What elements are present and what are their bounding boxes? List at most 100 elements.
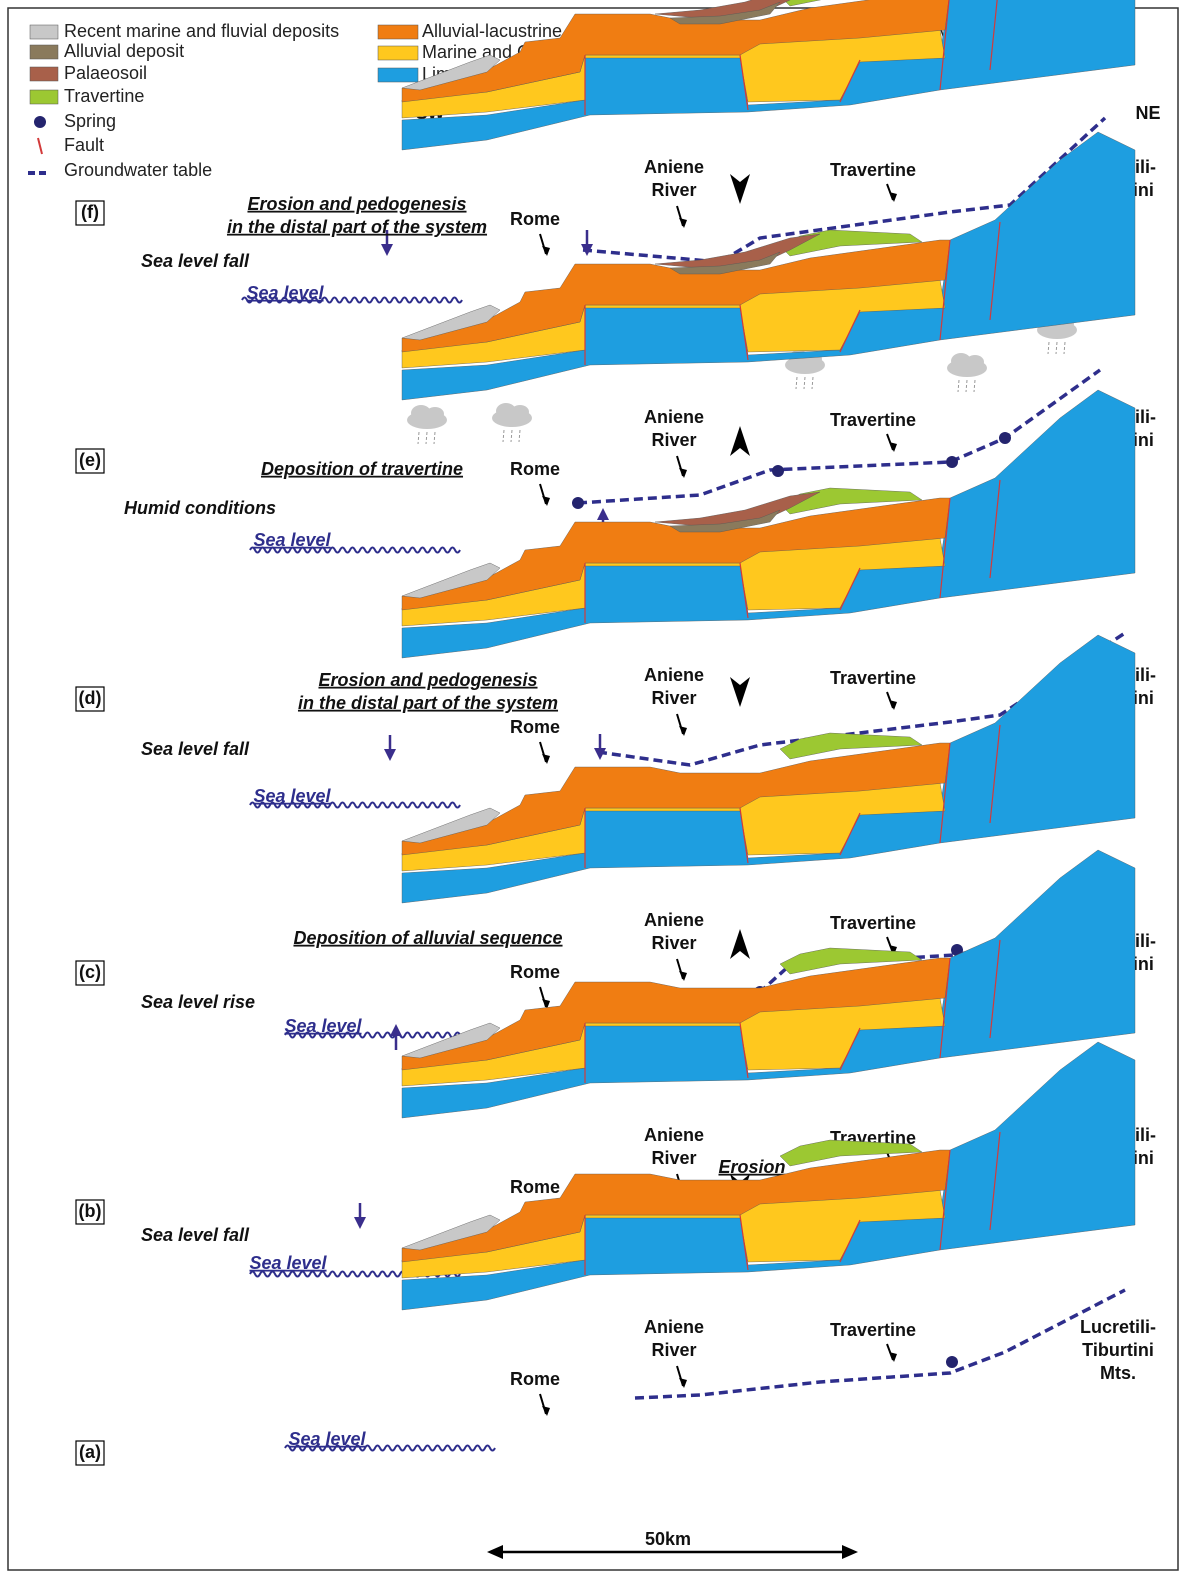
pointer-head [679,726,687,736]
rain [417,431,420,445]
fault [839,309,861,353]
river-label: River [651,933,696,953]
sea-level-label: Sea level [249,1253,327,1273]
cloud-shape [426,407,444,421]
sea-level-wave [249,546,461,554]
legend-label: Groundwater table [64,160,212,180]
legend-label: Fault [64,135,104,155]
sea-level-wave [284,1444,496,1452]
rain [510,429,513,443]
scale-label: 50km [645,1529,691,1549]
scale-bar: 50km [487,1529,858,1559]
city-label: Rome [510,459,560,479]
cross-section [401,849,1136,1119]
groundwater-table [577,368,1102,505]
river-label: River [651,1340,696,1360]
panel-label-box [75,960,105,986]
rain [518,429,521,443]
city-label: Rome [510,209,560,229]
fault [739,562,749,619]
sea-level-label: Sea level [288,1429,366,1449]
pointer-head [679,468,687,478]
process-text: in the distal part of the system [227,217,487,237]
sea-level-label: Sea level [253,786,331,806]
layer [779,947,923,975]
rain [1055,341,1058,355]
legend-item: Groundwater table [28,160,212,180]
cross-section [401,634,1136,904]
rain [1063,341,1066,355]
pointer-head [889,700,897,710]
spring [572,497,584,509]
fault [739,54,749,111]
cloud [407,405,447,445]
legend-label: Alluvial deposit [64,41,184,61]
cloud-shape [496,403,516,419]
travertine-label: Travertine [830,160,916,180]
panel-label-box [75,448,105,474]
pointer-head [889,945,897,955]
pointer-head [679,971,687,981]
layer [401,497,951,611]
layer [669,1,781,25]
fault [989,221,1001,321]
fault [989,0,998,71]
rain [425,431,428,445]
rain [502,429,505,443]
legend-label: Recent marine and fluvial deposits [64,21,339,41]
rain [957,379,960,393]
fault [839,59,861,103]
fault [839,812,861,856]
panel-label: (e) [79,450,101,470]
legend-item: Alluvial deposit [29,41,184,61]
legend-symbol [37,137,43,155]
erosion-chevron [730,677,750,707]
panel-label: (b) [79,1201,102,1221]
river-label: Aniene [644,665,704,685]
panel-label-box [75,1440,105,1466]
layer [401,1149,951,1263]
river-label: River [651,430,696,450]
rain [795,376,798,390]
layer [401,957,951,1071]
panel-label-box [75,1199,105,1225]
layer [401,0,949,103]
fault [739,1022,749,1079]
sea-level-label: Sea level [284,1016,362,1036]
panel-label: (d) [79,688,102,708]
legend-swatch [377,67,419,83]
cross-section [401,0,1136,151]
rain [973,379,976,393]
city-label: Rome [510,1369,560,1389]
rain [803,376,806,390]
spring [946,456,958,468]
process-text: Erosion and pedogenesis [247,194,466,214]
fault [989,479,1001,579]
fault [739,807,749,864]
sea-level-label: Sea level [246,283,324,303]
legend-item: Fault [37,135,104,155]
legend-swatch [377,24,419,40]
layer [669,509,781,533]
legend-label: Palaeosoil [64,63,147,83]
pointer-head [889,442,897,452]
rain [433,431,436,445]
travertine-label: Travertine [830,1320,916,1340]
movement-head [597,508,609,520]
layer [401,807,501,844]
fault [839,567,861,611]
movement-head [384,749,396,761]
fault [839,1219,861,1263]
legend-swatch [377,45,419,61]
panel-label: (c) [79,962,101,982]
river-label: Aniene [644,157,704,177]
sea-level-label: Sea level [253,530,331,550]
fault [939,239,951,341]
erosion-chevron [730,929,750,959]
erosion-chevron [730,174,750,204]
fault [939,957,951,1059]
mountain-label: Mts. [1100,1363,1136,1383]
layer [669,251,781,275]
panel: (d) Erosion and pedogenesis in the distal … [75,389,1156,809]
process-text: Erosion and pedogenesis [318,670,537,690]
